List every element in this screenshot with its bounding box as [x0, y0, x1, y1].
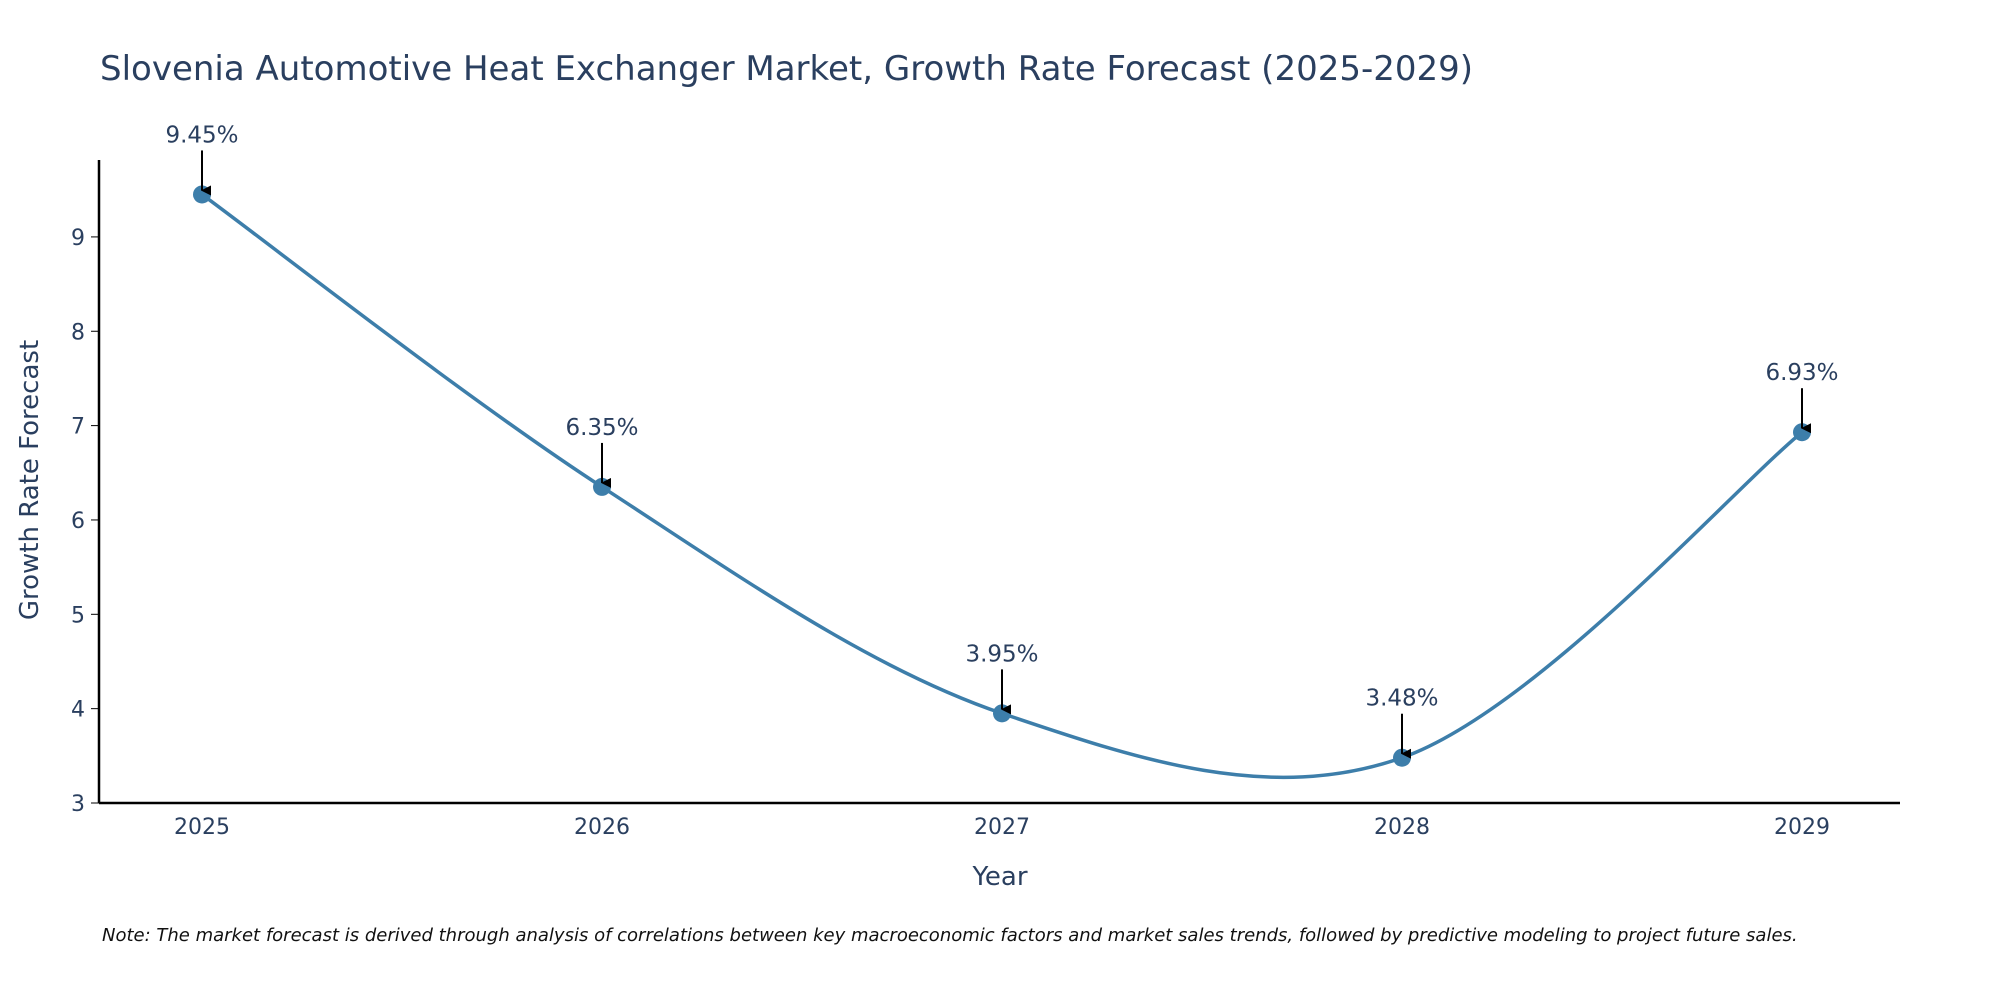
data-label-2029: 6.93%	[1765, 360, 1838, 386]
y-tick-label: 6	[71, 509, 85, 534]
x-axis-title: Year	[971, 862, 1027, 892]
data-annotations: 9.45% 6.35% 3.95% 3.48% 6.93%	[165, 122, 1839, 759]
y-tick-label: 7	[71, 415, 85, 440]
x-axis-ticks: 2025 2026 2027 2028 2029	[174, 815, 1830, 840]
y-axis-title: Growth Rate Forecast	[15, 340, 45, 620]
y-axis-ticks: 3 4 5 6 7 8 9	[71, 226, 99, 817]
x-tick-label: 2027	[974, 815, 1030, 840]
axes	[97, 160, 1900, 805]
data-label-2028: 3.48%	[1365, 686, 1438, 712]
y-tick-label: 8	[71, 320, 85, 345]
x-tick-label: 2028	[1374, 815, 1430, 840]
data-label-2025: 9.45%	[165, 122, 238, 148]
x-tick-label: 2026	[574, 815, 630, 840]
y-tick-label: 3	[71, 792, 85, 817]
data-label-2027: 3.95%	[965, 641, 1038, 667]
chart-note: Note: The market forecast is derived thr…	[102, 925, 1798, 946]
y-tick-label: 5	[71, 603, 85, 628]
x-tick-label: 2025	[174, 815, 230, 840]
data-label-2026: 6.35%	[565, 415, 638, 441]
y-tick-label: 9	[71, 226, 85, 251]
chart-title: Slovenia Automotive Heat Exchanger Marke…	[100, 49, 1473, 89]
x-tick-label: 2029	[1774, 815, 1830, 840]
y-tick-label: 4	[71, 698, 85, 723]
